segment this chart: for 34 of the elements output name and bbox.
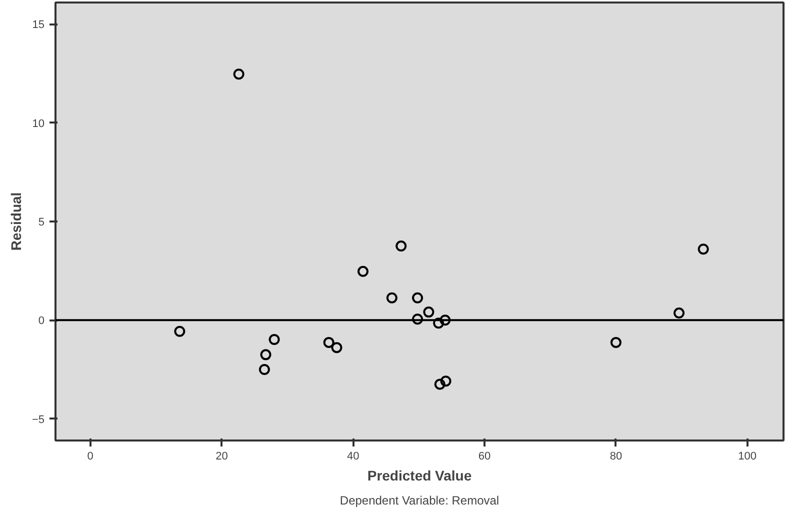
point	[698, 244, 709, 255]
y-tick-label: 0	[38, 315, 45, 328]
point	[440, 376, 452, 387]
point	[610, 336, 622, 348]
x-tick-label: 20	[216, 450, 228, 462]
point	[323, 336, 334, 348]
x-tick-label: 100	[738, 450, 757, 462]
y-axis-title: Residual	[8, 192, 24, 251]
text: Dependent Variable: Removal	[340, 494, 500, 508]
x-tick-label: 0	[87, 450, 94, 462]
x-tick-label: 40	[347, 450, 360, 462]
y-tick-label: 15	[32, 19, 45, 32]
point	[433, 318, 444, 329]
x-tick-label: 80	[610, 450, 622, 462]
point	[331, 342, 342, 354]
y-tick-label: 10	[32, 118, 45, 130]
point	[233, 68, 244, 80]
point	[260, 349, 272, 360]
point	[440, 314, 451, 326]
point	[412, 292, 424, 304]
point	[674, 308, 685, 319]
point	[357, 266, 368, 277]
point	[434, 378, 446, 390]
point	[268, 334, 280, 345]
y-tick-label: −5	[32, 414, 45, 426]
y-tick-label: 5	[38, 216, 45, 228]
point	[412, 314, 424, 325]
point	[423, 306, 434, 318]
point	[386, 292, 398, 304]
x-tick-label: 60	[478, 450, 491, 462]
point	[396, 240, 407, 252]
point	[174, 326, 186, 337]
point	[258, 364, 270, 375]
x-axis-title: Predicted Value	[367, 468, 472, 484]
